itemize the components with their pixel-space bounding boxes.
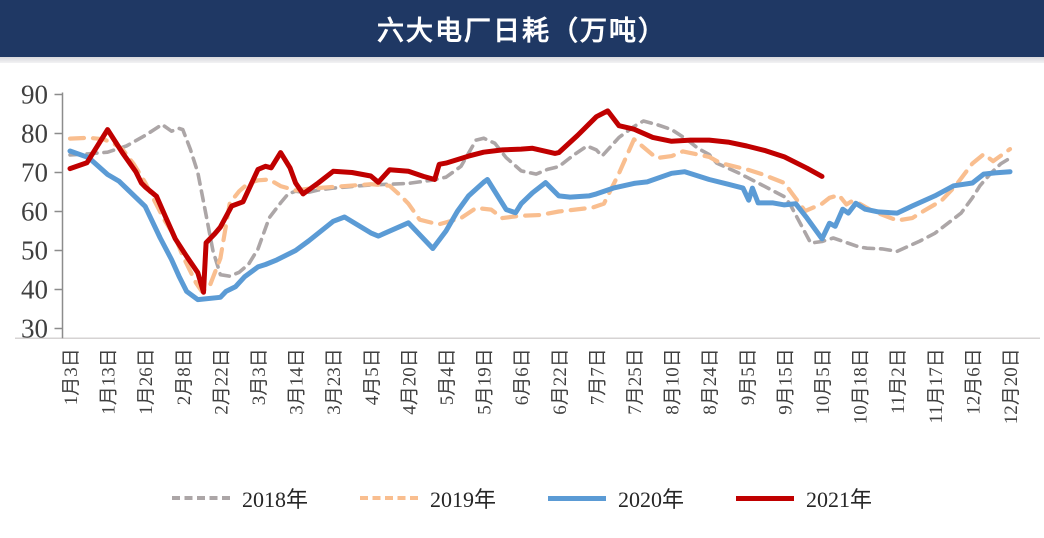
x-tick-label: 8月10日 [663,348,684,415]
x-tick-label: 10月18日 [851,348,872,424]
x-tick-label: 7月7日 [587,348,608,405]
x-tick-label: 11月2日 [888,348,909,414]
series-line-2021年 [67,108,825,295]
legend-label: 2020年 [618,487,685,512]
y-tick-label: 40 [21,275,48,305]
legend-line-sample-2019年 [359,496,418,500]
x-tick-label: 5月19日 [475,348,496,415]
legend-label: 2018年 [241,487,308,512]
chart-title: 六大电厂日耗（万吨） [377,16,667,46]
chart-area: 30 40 50 60 70 80 90 1月3日 1月13日 1月26日 2月8日 2月22日 3月3… [0,63,1044,463]
title-bar-divider [0,57,1044,63]
y-tick-label: 80 [21,119,48,149]
x-tick-label: 5月4日 [437,348,458,405]
legend-item-2021年: 2021年 [736,482,872,514]
series-line-2018年 [68,119,1012,278]
x-tick-label: 3月23日 [324,348,345,415]
x-tick-label: 6月6日 [512,348,533,405]
legend-line-sample-2020年 [548,495,606,501]
x-tick-label: 12月20日 [1001,348,1022,424]
title-bar: 六大电厂日耗（万吨） [0,0,1044,57]
x-tick-label: 9月5日 [738,348,759,405]
legend-line-sample-2018年 [171,496,230,500]
y-tick-label: 30 [21,314,48,344]
legend-item-2019年: 2019年 [359,482,496,514]
legend-item-2020年: 2020年 [548,482,684,514]
x-tick-label: 10月5日 [813,348,834,415]
x-tick-label: 3月14日 [287,348,308,415]
x-tick-label: 4月20日 [399,348,420,415]
legend-line-sample-2021年 [736,495,795,501]
legend-label: 2019年 [429,487,496,512]
y-tick-label: 50 [21,236,48,266]
x-tick-label: 6月22日 [550,348,571,415]
x-tick-label: 9月15日 [775,348,796,415]
line-chart: 30 40 50 60 70 80 90 1月3日 1月13日 1月26日 2月8日 2月22日 3月3… [15,80,1040,424]
x-tick-label: 4月5日 [362,348,383,405]
x-tick-label: 1月3日 [61,348,82,405]
y-tick-label: 60 [21,197,48,227]
x-tick-label: 2月8日 [174,348,195,405]
series-line-2020年 [67,148,1013,303]
x-tick-label: 7月25日 [625,348,646,415]
series-line-2019年 [67,135,1013,294]
x-tick-label: 3月3日 [249,348,270,405]
chart-legend: 2018年 2019年 2020年 2021年 [0,463,1044,533]
legend-item-2018年: 2018年 [171,482,308,514]
x-tick-label: 11月17日 [926,348,947,423]
y-tick-label: 90 [21,80,48,110]
x-tick-label: 12月6日 [963,348,984,415]
x-tick-label: 1月26日 [136,348,157,415]
y-tick-label: 70 [21,158,48,188]
x-tick-label: 1月13日 [99,348,120,415]
x-tick-label: 2月22日 [211,348,232,415]
legend-label: 2021年 [806,487,873,512]
x-tick-label: 8月24日 [700,348,721,415]
